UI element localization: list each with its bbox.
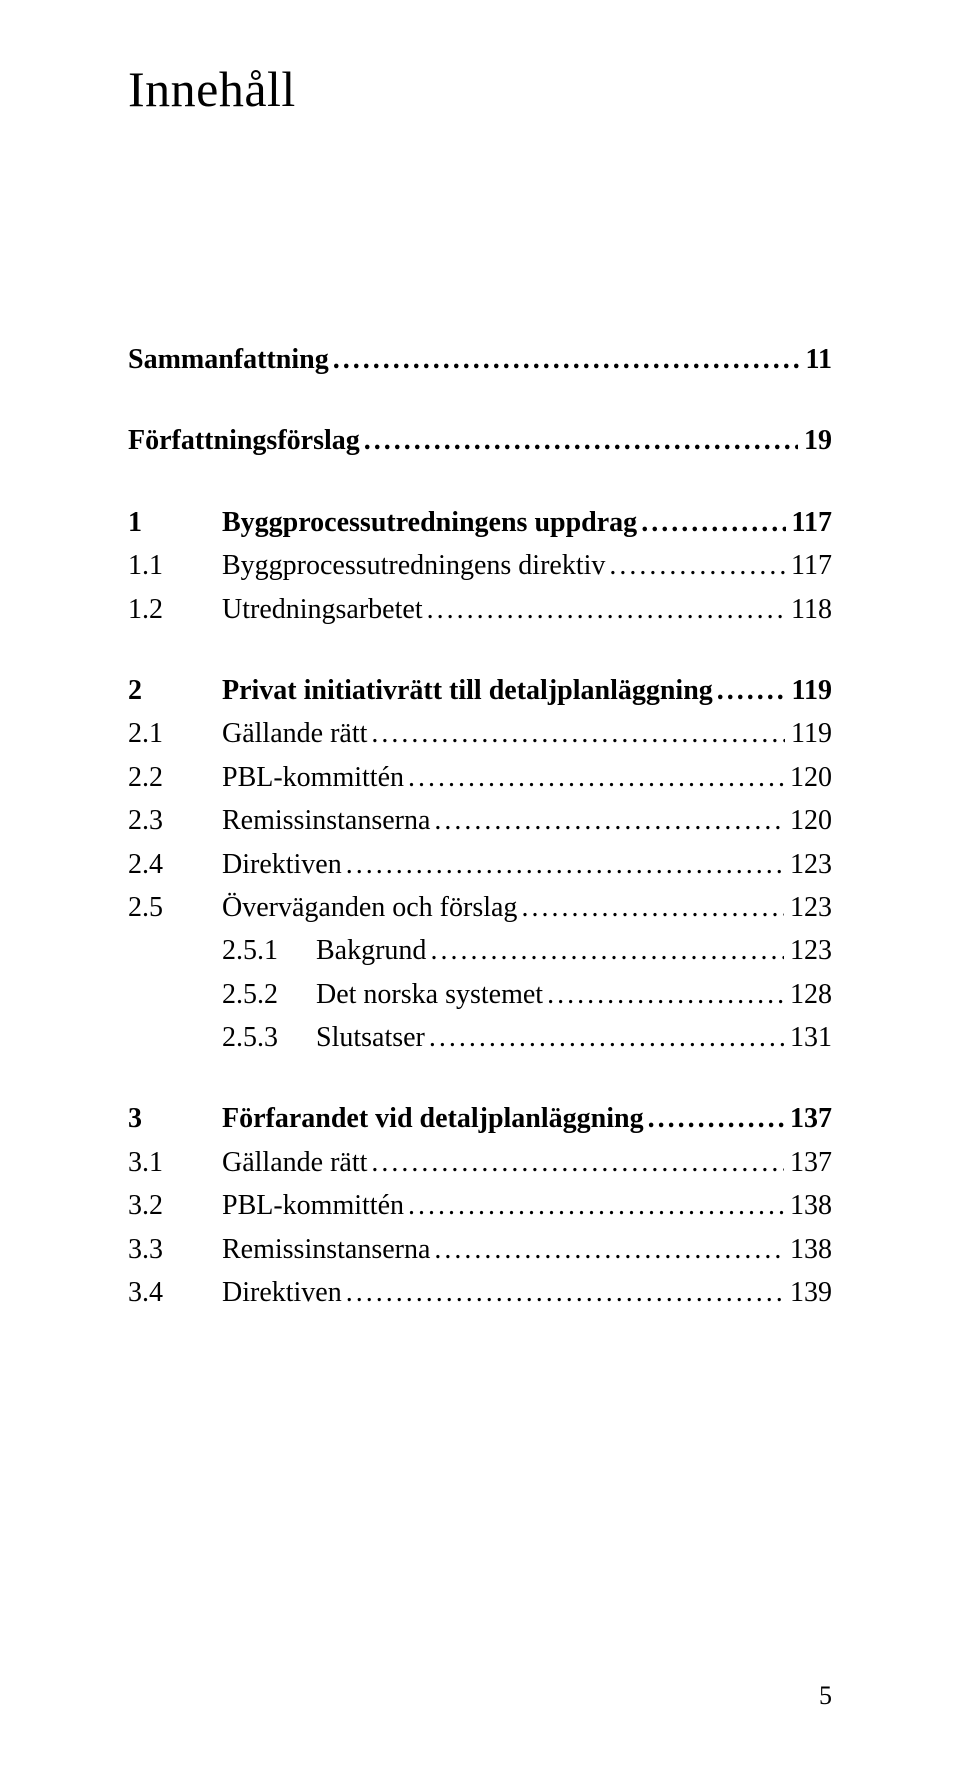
entry-label: PBL-kommittén: [222, 1184, 404, 1227]
chapter-page: 137: [790, 1097, 832, 1140]
dot-leader: [521, 886, 784, 929]
entry-number: 2.5.1: [222, 929, 316, 972]
entry-label: Utredningsarbetet: [222, 588, 423, 631]
entry-number: 3.2: [128, 1184, 222, 1227]
section-page: 19: [804, 419, 832, 462]
toc-entry: 3.1 Gällande rätt 137: [128, 1141, 832, 1184]
toc-section: Författningsförslag 19: [128, 419, 832, 462]
entry-page: 120: [790, 756, 832, 799]
section-page: 11: [806, 338, 832, 381]
toc-subentry: 2.5.1 Bakgrund 123: [128, 929, 832, 972]
entry-number: 3.4: [128, 1271, 222, 1314]
dot-leader: [371, 1141, 784, 1184]
entry-label: Gällande rätt: [222, 712, 367, 755]
entry-number: 2.2: [128, 756, 222, 799]
entry-number: 2.5.2: [222, 973, 316, 1016]
entry-label: Bakgrund: [316, 929, 426, 972]
dot-leader: [429, 1016, 784, 1059]
dot-leader: [648, 1097, 784, 1140]
entry-number: 1.1: [128, 544, 222, 587]
entry-label: Slutsatser: [316, 1016, 425, 1059]
toc-chapter: 3 Förfarandet vid detaljplanläggning 137: [128, 1097, 832, 1140]
entry-number: 3.3: [128, 1228, 222, 1271]
entry-page: 123: [790, 886, 832, 929]
toc-subentry: 2.5.2 Det norska systemet 128: [128, 973, 832, 1016]
dot-leader: [434, 1228, 784, 1271]
dot-leader: [641, 501, 785, 544]
entry-label: Byggprocessutredningens direktiv: [222, 544, 605, 587]
section-label: Författningsförslag: [128, 419, 360, 462]
entry-label: Remissinstanserna: [222, 1228, 430, 1271]
toc-entry: 3.3 Remissinstanserna 138: [128, 1228, 832, 1271]
toc-entry: 3.2 PBL-kommittén 138: [128, 1184, 832, 1227]
chapter-page: 119: [792, 669, 832, 712]
entry-page: 128: [790, 973, 832, 1016]
entry-label: Direktiven: [222, 843, 342, 886]
entry-number: 1.2: [128, 588, 222, 631]
dot-leader: [434, 799, 784, 842]
entry-label: PBL-kommittén: [222, 756, 404, 799]
dot-leader: [346, 843, 784, 886]
entry-label: Gällande rätt: [222, 1141, 367, 1184]
dot-leader: [430, 929, 784, 972]
toc-entry: 2.1 Gällande rätt 119: [128, 712, 832, 755]
toc-section: Sammanfattning 11: [128, 338, 832, 381]
entry-label: Överväganden och förslag: [222, 886, 517, 929]
entry-page: 120: [790, 799, 832, 842]
dot-leader: [346, 1271, 784, 1314]
chapter-number: 1: [128, 501, 222, 544]
dot-leader: [717, 669, 786, 712]
toc-entry: 1.1 Byggprocessutredningens direktiv 117: [128, 544, 832, 587]
dot-leader: [371, 712, 785, 755]
entry-number: 2.3: [128, 799, 222, 842]
toc-entry: 2.3 Remissinstanserna 120: [128, 799, 832, 842]
chapter-page: 117: [792, 501, 832, 544]
toc-subentry: 2.5.3 Slutsatser 131: [128, 1016, 832, 1059]
chapter-label: Byggprocessutredningens uppdrag: [222, 501, 637, 544]
entry-page: 119: [791, 712, 832, 755]
dot-leader: [547, 973, 784, 1016]
toc-entry: 3.4 Direktiven 139: [128, 1271, 832, 1314]
entry-number: 2.1: [128, 712, 222, 755]
toc-chapter: 1 Byggprocessutredningens uppdrag 117: [128, 501, 832, 544]
toc-entry: 2.2 PBL-kommittén 120: [128, 756, 832, 799]
entry-page: 138: [790, 1228, 832, 1271]
toc-chapter: 2 Privat initiativrätt till detaljplanlä…: [128, 669, 832, 712]
toc-title: Innehåll: [128, 60, 832, 118]
chapter-number: 2: [128, 669, 222, 712]
page-number: 5: [819, 1681, 832, 1711]
dot-leader: [408, 1184, 784, 1227]
entry-page: 137: [790, 1141, 832, 1184]
entry-page: 139: [790, 1271, 832, 1314]
toc-entry: 1.2 Utredningsarbetet 118: [128, 588, 832, 631]
entry-number: 2.5: [128, 886, 222, 929]
entry-label: Remissinstanserna: [222, 799, 430, 842]
entry-label: Direktiven: [222, 1271, 342, 1314]
dot-leader: [609, 544, 785, 587]
dot-leader: [364, 419, 798, 462]
entry-page: 123: [790, 843, 832, 886]
chapter-number: 3: [128, 1097, 222, 1140]
dot-leader: [427, 588, 785, 631]
toc-entry: 2.5 Överväganden och förslag 123: [128, 886, 832, 929]
entry-number: 2.5.3: [222, 1016, 316, 1059]
entry-page: 123: [790, 929, 832, 972]
entry-page: 131: [790, 1016, 832, 1059]
entry-number: 2.4: [128, 843, 222, 886]
toc-page: Innehåll Sammanfattning 11 Författningsf…: [0, 0, 960, 1767]
dot-leader: [333, 338, 800, 381]
entry-number: 3.1: [128, 1141, 222, 1184]
toc-entry: 2.4 Direktiven 123: [128, 843, 832, 886]
dot-leader: [408, 756, 784, 799]
chapter-label: Förfarandet vid detaljplanläggning: [222, 1097, 644, 1140]
section-label: Sammanfattning: [128, 338, 329, 381]
chapter-label: Privat initiativrätt till detaljplanlägg…: [222, 669, 713, 712]
entry-page: 138: [790, 1184, 832, 1227]
entry-label: Det norska systemet: [316, 973, 543, 1016]
entry-page: 117: [791, 544, 832, 587]
entry-page: 118: [791, 588, 832, 631]
